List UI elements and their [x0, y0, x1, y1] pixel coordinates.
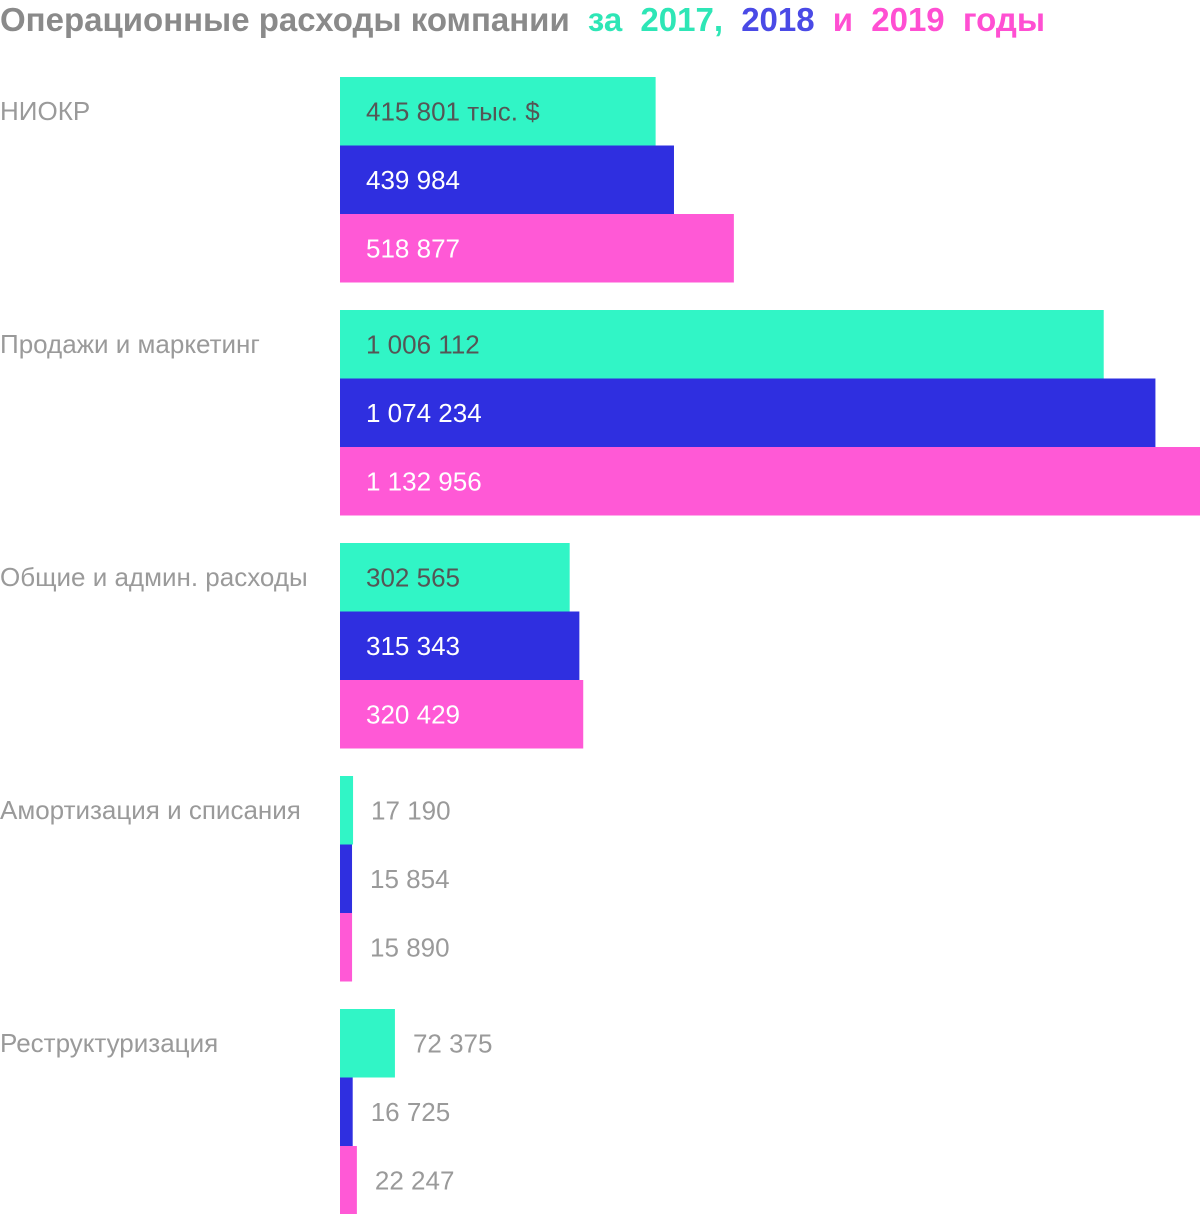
- bar: [340, 447, 1200, 516]
- bars-group: НИОКР 415 801 тыс. $ 439 984 518 877 Продажи…: [0, 77, 1200, 1214]
- data-label: 439 984: [366, 165, 460, 195]
- title-year-2017: 2017,: [640, 1, 723, 38]
- title-year-2019: 2019: [871, 1, 944, 38]
- bar: [340, 310, 1104, 379]
- bar: [340, 1146, 357, 1214]
- category-label: НИОКР: [0, 96, 90, 126]
- chart-title: Операционные расходы компании за 2017, 2…: [0, 1, 1045, 38]
- bar: [340, 1077, 353, 1146]
- data-label: 1 074 234: [366, 398, 482, 428]
- data-label: 1 132 956: [366, 466, 482, 496]
- category-label: Амортизация и списания: [0, 795, 301, 825]
- title-suffix: годы: [963, 1, 1045, 38]
- data-label: 1 006 112: [366, 329, 480, 359]
- bar: [340, 913, 353, 982]
- bar: [340, 844, 353, 913]
- bar: [340, 680, 584, 749]
- data-label: 320 429: [366, 699, 460, 729]
- bar: [340, 214, 734, 283]
- data-label: 15 854: [370, 864, 450, 894]
- bar: [340, 77, 656, 146]
- category-label: Реструктуризация: [0, 1028, 218, 1058]
- title-i: и: [833, 1, 853, 38]
- data-label: 22 247: [375, 1165, 455, 1195]
- data-label: 15 890: [370, 932, 450, 962]
- data-label: 302 565: [366, 562, 460, 592]
- title-year-2018: 2018: [741, 1, 814, 38]
- bar: [340, 378, 1156, 447]
- title-main: Операционные расходы компании: [0, 1, 570, 38]
- bar: [340, 145, 674, 214]
- data-label: 17 190: [371, 795, 451, 825]
- bar: [340, 776, 354, 845]
- bar: [340, 611, 580, 680]
- data-label: 518 877: [366, 233, 460, 263]
- data-label: 315 343: [366, 631, 460, 661]
- bar: [340, 1009, 395, 1078]
- bar: [340, 543, 570, 612]
- category-label: Общие и админ. расходы: [0, 562, 308, 592]
- data-label: 415 801 тыс. $: [366, 96, 540, 126]
- title-za: за: [588, 1, 623, 38]
- category-label: Продажи и маркетинг: [0, 329, 260, 359]
- data-label: 16 725: [371, 1097, 451, 1127]
- data-label: 72 375: [413, 1028, 493, 1058]
